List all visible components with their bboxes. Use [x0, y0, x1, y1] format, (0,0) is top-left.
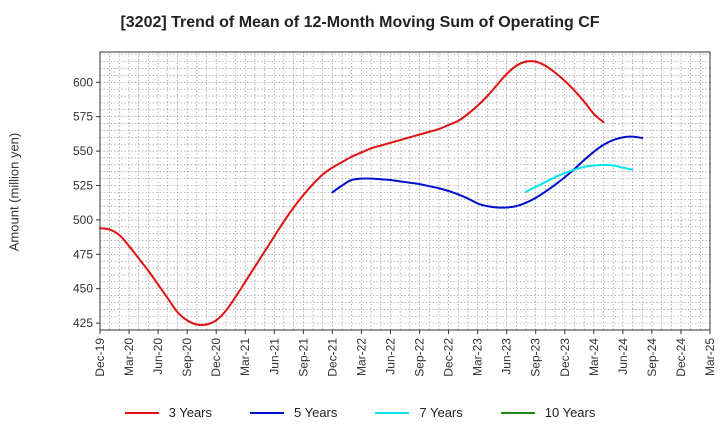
x-tick-label: Jun-21: [267, 338, 281, 375]
x-tick-label: Dec-23: [558, 338, 572, 377]
series-line-7-years: [525, 163, 634, 193]
x-tick-label: Mar-24: [587, 338, 601, 376]
x-tick-label: Jun-22: [383, 338, 397, 375]
legend-label: 7 Years: [419, 405, 463, 420]
series-line-3-years: [99, 60, 605, 327]
x-tick-label: Mar-22: [354, 338, 368, 376]
x-tick-label: Dec-20: [209, 338, 223, 377]
legend: 3 Years 5 Years 7 Years 10 Years: [0, 405, 720, 420]
x-tick-label: Jun-23: [500, 338, 514, 375]
plot-frame: [99, 51, 711, 331]
legend-item-3-years: 3 Years: [124, 405, 212, 420]
x-tick-label: Sep-22: [413, 338, 427, 377]
x-tick-label: Mar-23: [471, 338, 485, 376]
x-tick-label: Sep-20: [180, 338, 194, 377]
x-tick-label: Dec-21: [325, 338, 339, 377]
legend-swatch: [500, 411, 535, 414]
legend-label: 10 Years: [544, 405, 596, 420]
x-tick-label: Dec-19: [93, 338, 107, 377]
y-tick-label: 575: [73, 110, 93, 124]
x-tick-label: Jun-24: [616, 338, 630, 375]
x-tick-label: Mar-20: [122, 338, 136, 376]
x-tick-label: Sep-21: [296, 338, 310, 377]
legend-swatch: [124, 411, 159, 414]
y-tick-label: 600: [73, 75, 93, 89]
legend-swatch: [250, 411, 284, 414]
chart-title: [3202] Trend of Mean of 12-Month Moving …: [120, 14, 600, 31]
x-tick-label: Mar-25: [703, 338, 717, 376]
series-line-5-years: [331, 135, 644, 209]
legend-swatch: [375, 411, 410, 414]
y-tick-label: 500: [73, 213, 93, 227]
y-tick-label: 550: [73, 144, 93, 158]
x-tick-label: Dec-22: [442, 338, 456, 377]
x-tick-label: Sep-23: [529, 338, 543, 377]
x-tick-label: Dec-24: [674, 338, 688, 377]
x-tick-label: Mar-21: [238, 338, 252, 376]
legend-item-5-years: 5 Years: [250, 405, 337, 420]
legend-item-10-years: 10 Years: [500, 405, 596, 420]
x-tick-label: Jun-20: [151, 338, 165, 375]
y-tick-label: 525: [73, 178, 93, 192]
y-tick-label: 450: [73, 282, 93, 296]
y-tick-label: 425: [73, 316, 93, 330]
y-tick-label: 475: [73, 247, 93, 261]
x-tick-label: Sep-24: [645, 338, 659, 377]
legend-label: 5 Years: [294, 405, 338, 420]
legend-item-7-years: 7 Years: [375, 405, 463, 420]
plot-area: [100, 52, 710, 330]
legend-label: 3 Years: [168, 405, 212, 420]
